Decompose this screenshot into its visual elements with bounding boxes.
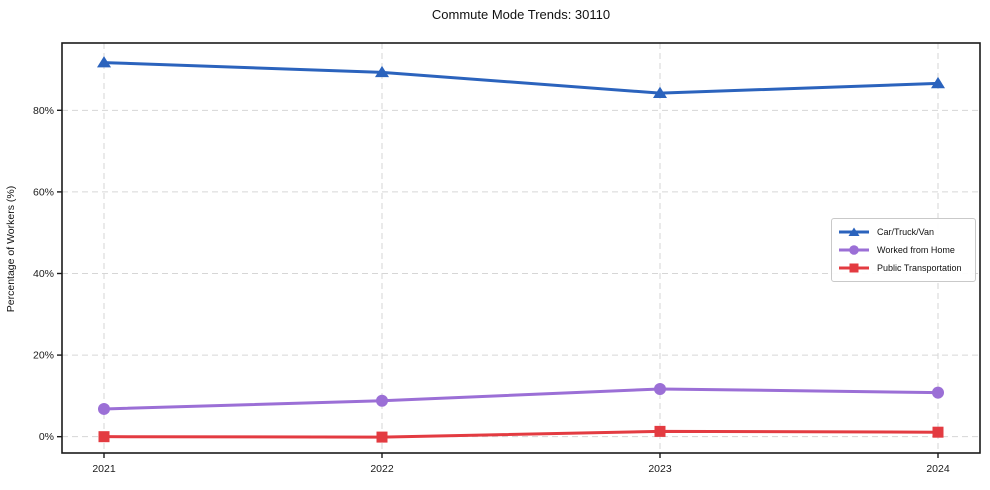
legend-square-marker-icon (839, 263, 869, 273)
legend-label: Public Transportation (877, 263, 962, 273)
legend-entry-public-transportation: Public Transportation (838, 260, 968, 276)
plot-border (61, 42, 981, 454)
data-point-worked-from-home-2022 (376, 394, 388, 407)
data-point-public-transportation-2021 (98, 431, 110, 443)
data-point-public-transportation-2023 (654, 425, 666, 437)
series-line-worked-from-home (102, 387, 940, 411)
legend-circle-marker-icon (839, 245, 869, 255)
data-point-public-transportation-2022 (376, 431, 388, 443)
data-point-car-truck-van-2023 (653, 86, 667, 98)
data-point-public-transportation-2024 (932, 426, 944, 438)
y-tick-label-40: 40% (33, 268, 54, 280)
y-tick-label-0: 0% (39, 431, 54, 443)
data-point-worked-from-home-2021 (98, 402, 110, 415)
data-point-worked-from-home-2024 (932, 386, 944, 399)
data-point-worked-from-home-2023 (654, 382, 666, 395)
data-point-car-truck-van-2022 (375, 65, 389, 78)
x-tick-label-2022: 2022 (370, 463, 394, 475)
series-line-public-transportation (102, 429, 940, 439)
x-tick-label-2021: 2021 (92, 463, 116, 475)
data-point-car-truck-van-2021 (97, 56, 111, 68)
legend-label: Car/Truck/Van (877, 227, 935, 237)
data-point-car-truck-van-2024 (931, 76, 945, 89)
x-tick-label-2024: 2024 (926, 463, 950, 475)
legend-entry-car-truck-van: Car/Truck/Van (838, 224, 968, 240)
chart-title: Commute Mode Trends: 30110 (431, 7, 611, 22)
legend-entry-worked-from-home: Worked from Home (838, 242, 968, 258)
x-tick-label-2023: 2023 (648, 463, 672, 475)
y-tick-label-60: 60% (33, 186, 54, 198)
y-tick-label-80: 80% (33, 105, 54, 117)
legend: Car/Truck/Van Worked from Home Public Tran… (831, 218, 976, 282)
y-tick-label-20: 20% (33, 350, 54, 362)
legend-triangle-marker-icon (839, 227, 869, 236)
series-line-car-truck-van (102, 61, 940, 95)
legend-label: Worked from Home (877, 245, 955, 255)
